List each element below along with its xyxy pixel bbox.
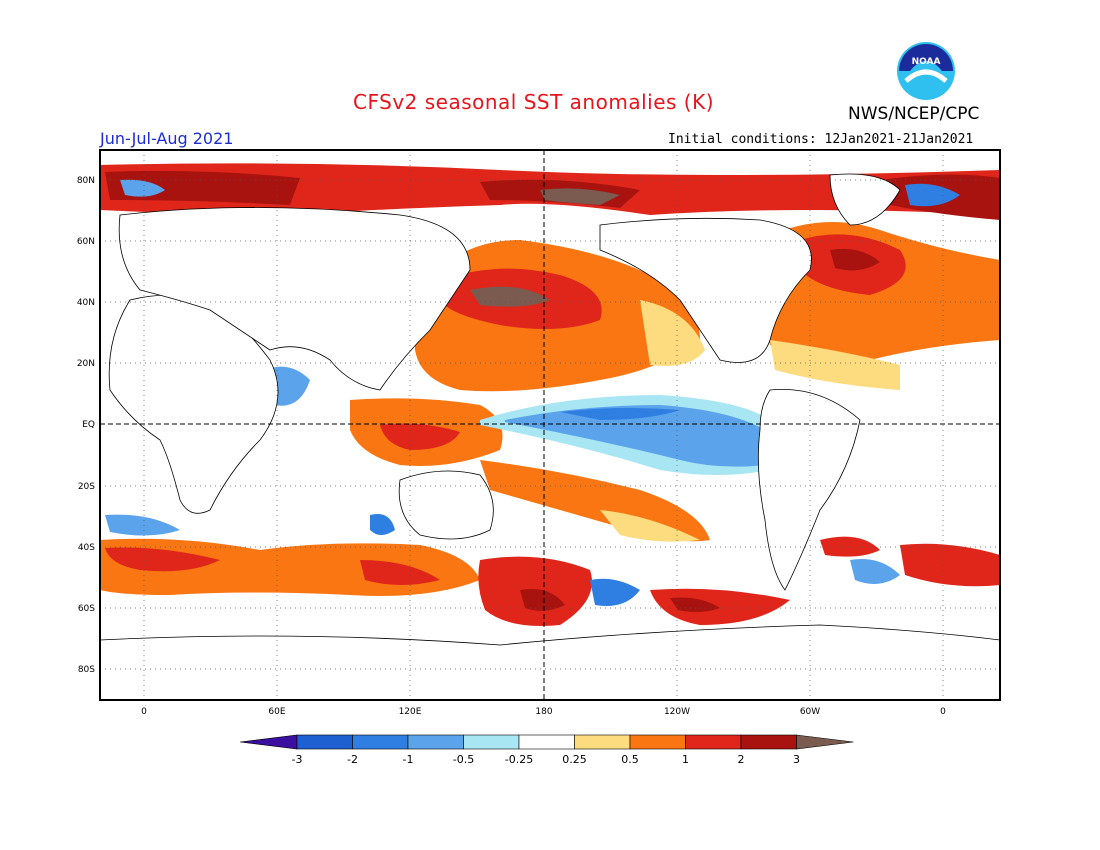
lat-label: 20N [77,359,95,369]
lon-label: 0 [940,707,946,717]
lon-label: 120E [399,707,422,717]
lon-label: 120W [664,707,690,717]
colorbar-label: 1 [682,753,689,766]
lat-label: 20S [78,482,95,492]
map-title: CFSv2 seasonal SST anomalies (K) [353,90,714,114]
lon-label: 60E [268,707,285,717]
lat-label: 40S [78,543,95,553]
lat-label: 60S [78,604,95,614]
colorbar-label: -1 [403,753,414,766]
lat-label: 80S [78,665,95,675]
colorbar-box [740,734,797,750]
longitude-labels: 0 60E 120E 180 120W 60W 0 [141,707,946,717]
grid-lines [100,150,1000,700]
colorbar-label: -2 [347,753,358,766]
colorbar-box [574,734,631,750]
colorbar-box [407,734,464,750]
colorbar-label: -3 [292,753,303,766]
colorbar-label: 0.25 [562,753,587,766]
colorbar-box [685,734,742,750]
colorbar-box [352,734,409,750]
reference-lines [100,150,1000,700]
lat-label: EQ [82,420,95,430]
continents [100,173,1000,700]
map-frame [99,149,1001,701]
agency-label: NWS/NCEP/CPC [848,104,980,124]
lat-label: 80N [77,176,95,186]
lon-label: 0 [141,707,147,717]
lon-label: 180 [535,707,552,717]
colorbar-labels: -3 -2 -1 -0.5 -0.25 0.25 0.5 1 2 3 [292,753,800,766]
lon-label: 60W [800,707,820,717]
latitude-labels: 80N 60N 40N 20N EQ 20S 40S 60S 80S [77,176,95,675]
logo-text: NOAA [912,57,941,67]
colorbar-label: 0.5 [621,753,639,766]
colorbar-left-arrow [239,734,298,750]
season-label: Jun-Jul-Aug 2021 [100,129,234,148]
colorbar-box [629,734,686,750]
colorbar-box [296,734,353,750]
colorbar-label: -0.5 [453,753,474,766]
lat-label: 60N [77,237,95,247]
initial-conditions-label: Initial conditions: 12Jan2021-21Jan2021 [668,132,974,147]
colorbar-box [518,734,575,750]
lat-label: 40N [77,298,95,308]
colorbar-label: -0.25 [505,753,533,766]
noaa-logo: NOAA [897,42,955,100]
colorbar-right-arrow [796,734,854,750]
colorbar-boxes [239,734,854,750]
colorbar-label: 3 [793,753,800,766]
anomaly-field [100,150,1000,700]
colorbar-label: 2 [738,753,745,766]
colorbar-box [463,734,520,750]
colorbar: -3 -2 -1 -0.5 -0.25 0.25 0.5 1 2 3 [239,734,854,766]
